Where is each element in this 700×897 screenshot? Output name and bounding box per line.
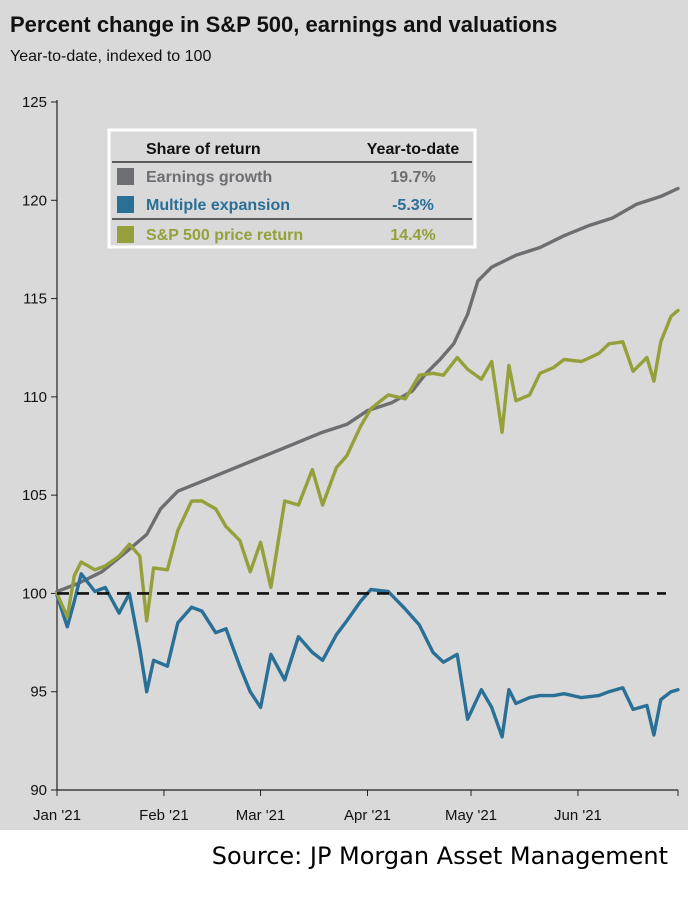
x-tick-label: Apr '21 <box>344 807 391 824</box>
x-tick-label: May '21 <box>445 807 497 824</box>
y-tick-label: 115 <box>23 291 47 308</box>
y-tick-label: 105 <box>22 487 47 504</box>
chart-panel: Percent change in S&P 500, earnings and … <box>0 0 688 830</box>
y-tick-label: 120 <box>22 192 47 209</box>
legend-swatch-2 <box>117 196 134 213</box>
x-tick-label: Feb '21 <box>139 807 189 824</box>
line-chart: 90 95 100 105 110 115 120 125 Jan '21 Feb '21 Mar … <box>22 94 680 824</box>
source-note: Source: JP Morgan Asset Management <box>211 842 668 870</box>
legend-label-2: Multiple expansion <box>146 197 290 214</box>
x-tick-label: Jun '21 <box>554 807 602 824</box>
legend-box <box>107 128 477 249</box>
legend-value-1: 19.7% <box>390 169 435 186</box>
legend-label-3: S&P 500 price return <box>146 227 303 244</box>
legend-header-left: Share of return <box>146 141 261 158</box>
legend-header-right: Year-to-date <box>367 141 460 158</box>
legend-swatch-1 <box>117 168 134 185</box>
y-tick-label: 90 <box>30 782 47 799</box>
x-tick-label: Mar '21 <box>236 807 286 824</box>
legend-label-1: Earnings growth <box>146 169 272 186</box>
y-tick-label: 125 <box>22 94 47 111</box>
legend-value-2: -5.3% <box>392 197 434 214</box>
y-tick-label: 110 <box>23 389 47 406</box>
y-tick-label: 95 <box>30 684 47 701</box>
legend-value-3: 14.4% <box>390 227 435 244</box>
legend-swatch-3 <box>117 226 134 243</box>
chart-subtitle: Year-to-date, indexed to 100 <box>10 48 212 65</box>
y-tick-label: 100 <box>22 585 47 602</box>
x-tick-label: Jan '21 <box>33 807 81 824</box>
chart-title: Percent change in S&P 500, earnings and … <box>10 12 558 37</box>
series-line-1 <box>55 186 680 594</box>
series-line-3 <box>55 308 680 623</box>
series-line-2 <box>55 572 680 739</box>
